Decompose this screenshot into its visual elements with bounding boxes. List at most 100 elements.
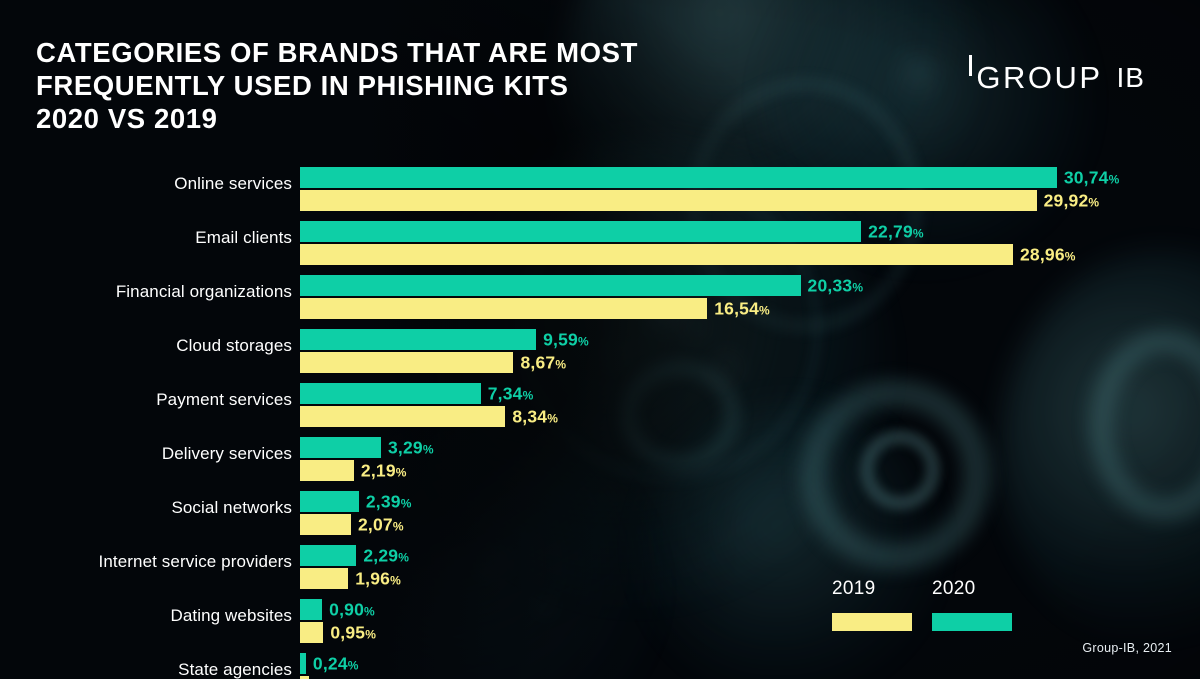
percent-sign: % (852, 280, 864, 294)
logo-bar-right (969, 55, 973, 76)
value-number: 1,96 (355, 568, 391, 588)
chart-row: Payment services 7,34% 8,34% (0, 379, 1200, 433)
percent-sign: % (364, 604, 375, 618)
chart-row: Internet service providers 2,29% 1,96% (0, 541, 1200, 595)
bar-chart: Online services 30,74% 29,92% Email clients… (0, 163, 1200, 679)
value-number: 28,96 (1019, 244, 1065, 264)
bar-value-2019: 8,34% (512, 406, 558, 427)
bar-fill-2019 (300, 190, 1037, 211)
chart-row: Cloud storages 9,59% 8,67% (0, 325, 1200, 379)
category-label: State agencies (178, 660, 292, 679)
bar-value-2019: 2,07% (358, 514, 404, 535)
legend-swatch (832, 613, 912, 631)
percent-sign: % (395, 465, 407, 479)
chart-row: Social networks 2,39% 2,07% (0, 487, 1200, 541)
bar-fill-2020 (300, 167, 1057, 188)
bar-value-2019: 1,96% (355, 568, 401, 589)
bar-fill-2020 (300, 221, 862, 242)
value-number: 8,34 (512, 406, 548, 426)
value-number: 22,79 (868, 221, 913, 241)
bar-fill-2020 (300, 545, 357, 566)
value-number: 16,54 (714, 298, 759, 318)
logo-word-ib: IB (1116, 62, 1145, 93)
value-number: 2,07 (357, 514, 393, 534)
bar-fill-2019 (300, 514, 351, 535)
page-title: CATEGORIES OF BRANDS THAT ARE MOST FREQU… (36, 36, 796, 135)
percent-sign: % (912, 226, 924, 240)
value-number: 0,38 (316, 676, 351, 679)
value-number: 3,29 (387, 437, 423, 457)
bar-value-2020: 2,29% (363, 545, 409, 566)
percent-sign: % (522, 388, 534, 402)
bar-value-2020: 20,33% (808, 275, 864, 296)
bar-value-2020: 22,79% (868, 221, 924, 242)
percent-sign: % (547, 411, 559, 425)
category-label: Internet service providers (98, 552, 292, 571)
bar-fill-2019 (300, 460, 354, 481)
value-number: 0,90 (329, 599, 365, 619)
group-ib-logo: GROUP IB (969, 55, 1152, 101)
percent-sign: % (365, 627, 377, 641)
bar-fill-2020 (300, 653, 306, 674)
chart-row: Dating websites 0,90% 0,95% (0, 595, 1200, 649)
percent-sign: % (1064, 249, 1076, 263)
bar-value-2020: 9,59% (543, 329, 589, 350)
percent-sign: % (422, 442, 434, 456)
title-line-1: CATEGORIES OF BRANDS THAT ARE MOST (36, 37, 638, 68)
bar-value-2019: 28,96% (1020, 244, 1076, 265)
category-label: Social networks (171, 498, 292, 517)
percent-sign: % (390, 573, 401, 587)
bar-value-2019: 8,67% (520, 352, 566, 373)
bar-value-2020: 0,24% (313, 653, 359, 674)
category-label: Payment services (156, 390, 292, 409)
value-number: 30,74 (1063, 167, 1109, 187)
percent-sign: % (347, 658, 359, 672)
bar-fill-2019 (300, 676, 310, 679)
bar-value-2019: 0,95% (330, 622, 376, 643)
title-line-3: 2020 VS 2019 (36, 103, 218, 134)
legend-year-label: 2019 (832, 578, 876, 599)
value-number: 29,92 (1043, 190, 1089, 210)
percent-sign: % (392, 519, 404, 533)
percent-sign: % (1088, 195, 1100, 209)
legend-item-2019[interactable]: 2019 (832, 578, 912, 631)
legend-item-2020[interactable]: 2020 (932, 578, 1012, 631)
percent-sign: % (1108, 172, 1120, 186)
chart-row: Email clients 22,79% 28,96% (0, 217, 1200, 271)
bar-fill-2020 (300, 383, 481, 404)
legend-year-label: 2020 (932, 578, 976, 599)
bar-value-2019: 2,19% (361, 460, 407, 481)
bar-fill-2019 (300, 244, 1013, 265)
percent-sign: % (577, 334, 589, 348)
value-number: 8,67 (520, 352, 556, 372)
bar-value-2019: 29,92% (1044, 190, 1100, 211)
bar-value-2020: 30,74% (1064, 167, 1120, 188)
value-number: 0,95 (330, 622, 366, 642)
bar-fill-2019 (300, 622, 324, 643)
value-number: 20,33 (807, 275, 853, 295)
bar-fill-2020 (300, 491, 359, 512)
bar-value-2020: 7,34% (488, 383, 534, 404)
bar-fill-2019 (300, 352, 514, 373)
category-label: Delivery services (161, 444, 292, 463)
bar-value-2019: 0,38% (316, 676, 362, 679)
value-number: 0,24 (312, 653, 348, 673)
category-label: Online services (174, 174, 292, 193)
bar-fill-2019 (300, 298, 708, 319)
footer-credit: Group-IB, 2021 (1082, 641, 1172, 655)
percent-sign: % (759, 303, 770, 317)
value-number: 2,19 (360, 460, 396, 480)
bar-fill-2020 (300, 599, 323, 620)
bar-fill-2020 (300, 329, 537, 350)
chart-row: State agencies 0,24% 0,38% (0, 649, 1200, 679)
value-number: 2,29 (363, 545, 399, 565)
percent-sign: % (398, 550, 410, 564)
category-label: Financial organizations (115, 282, 292, 301)
chart-row: Financial organizations 20,33% 16,54% (0, 271, 1200, 325)
bar-fill-2019 (300, 568, 349, 589)
chart-row: Online services 30,74% 29,92% (0, 163, 1200, 217)
chart-row: Delivery services 3,29% 2,19% (0, 433, 1200, 487)
category-label: Email clients (195, 228, 292, 247)
